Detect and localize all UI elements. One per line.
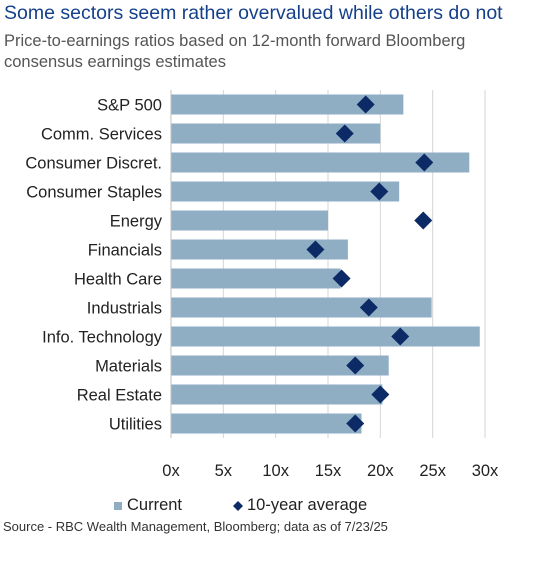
category-label: S&P 500: [97, 97, 162, 115]
legend-label-10yr-avg: 10-year average: [247, 496, 367, 514]
marker-10yr-avg: [332, 269, 351, 288]
x-tick-label: 25x: [419, 462, 446, 480]
category-label: Consumer Staples: [26, 184, 162, 202]
legend-swatch-current: [114, 502, 122, 510]
category-label: Materials: [95, 358, 162, 376]
bar-current: [171, 210, 328, 231]
category-label: Energy: [110, 213, 163, 231]
category-label: Consumer Discret.: [25, 155, 162, 173]
category-label: Comm. Services: [41, 126, 162, 144]
x-tick-label: 0x: [162, 462, 180, 480]
chart-subtitle: Price-to-earnings ratios based on 12-mon…: [4, 32, 466, 71]
bar-current: [171, 152, 470, 173]
bar-current: [171, 268, 341, 289]
bar-current: [171, 123, 381, 144]
marker-10yr-avg: [346, 356, 365, 375]
bar-current: [171, 384, 383, 405]
x-tick-label: 5x: [215, 462, 233, 480]
x-tick-label: 15x: [315, 462, 342, 480]
pe-ratio-chart: S&P 500 Comm. Services Consumer Discret. Co…: [25, 90, 499, 514]
bar-current: [171, 181, 400, 202]
source-note: Source - RBC Wealth Management, Bloomber…: [3, 519, 388, 534]
x-tick-label: 20x: [367, 462, 394, 480]
marker-10yr-avg: [346, 414, 365, 433]
marker-10yr-avg: [370, 182, 389, 201]
marker-10yr-avg: [414, 211, 433, 230]
category-label: Info. Technology: [42, 329, 163, 347]
legend-label-current: Current: [127, 496, 182, 514]
x-tick-label: 30x: [472, 462, 499, 480]
category-label: Financials: [88, 242, 162, 260]
category-label: Health Care: [74, 271, 162, 289]
bar-current: [171, 239, 348, 260]
category-label: Real Estate: [77, 387, 162, 405]
marker-10yr-avg: [356, 95, 375, 114]
bar-current: [171, 297, 432, 318]
bar-current: [171, 326, 480, 347]
marker-10yr-avg: [391, 327, 410, 346]
marker-10yr-avg: [335, 124, 354, 143]
marker-10yr-avg: [415, 153, 434, 172]
category-label: Utilities: [109, 416, 162, 434]
bar-current: [171, 355, 389, 376]
marker-10yr-avg: [371, 385, 390, 404]
bar-current: [171, 413, 362, 434]
chart-title: Some sectors seem rather overvalued whil…: [4, 2, 503, 24]
marker-10yr-avg: [306, 240, 325, 259]
x-tick-label: 10x: [262, 462, 289, 480]
category-label: Industrials: [87, 300, 162, 318]
bar-current: [171, 94, 404, 115]
marker-10yr-avg: [359, 298, 378, 317]
legend-swatch-10yr-avg: [233, 501, 243, 511]
